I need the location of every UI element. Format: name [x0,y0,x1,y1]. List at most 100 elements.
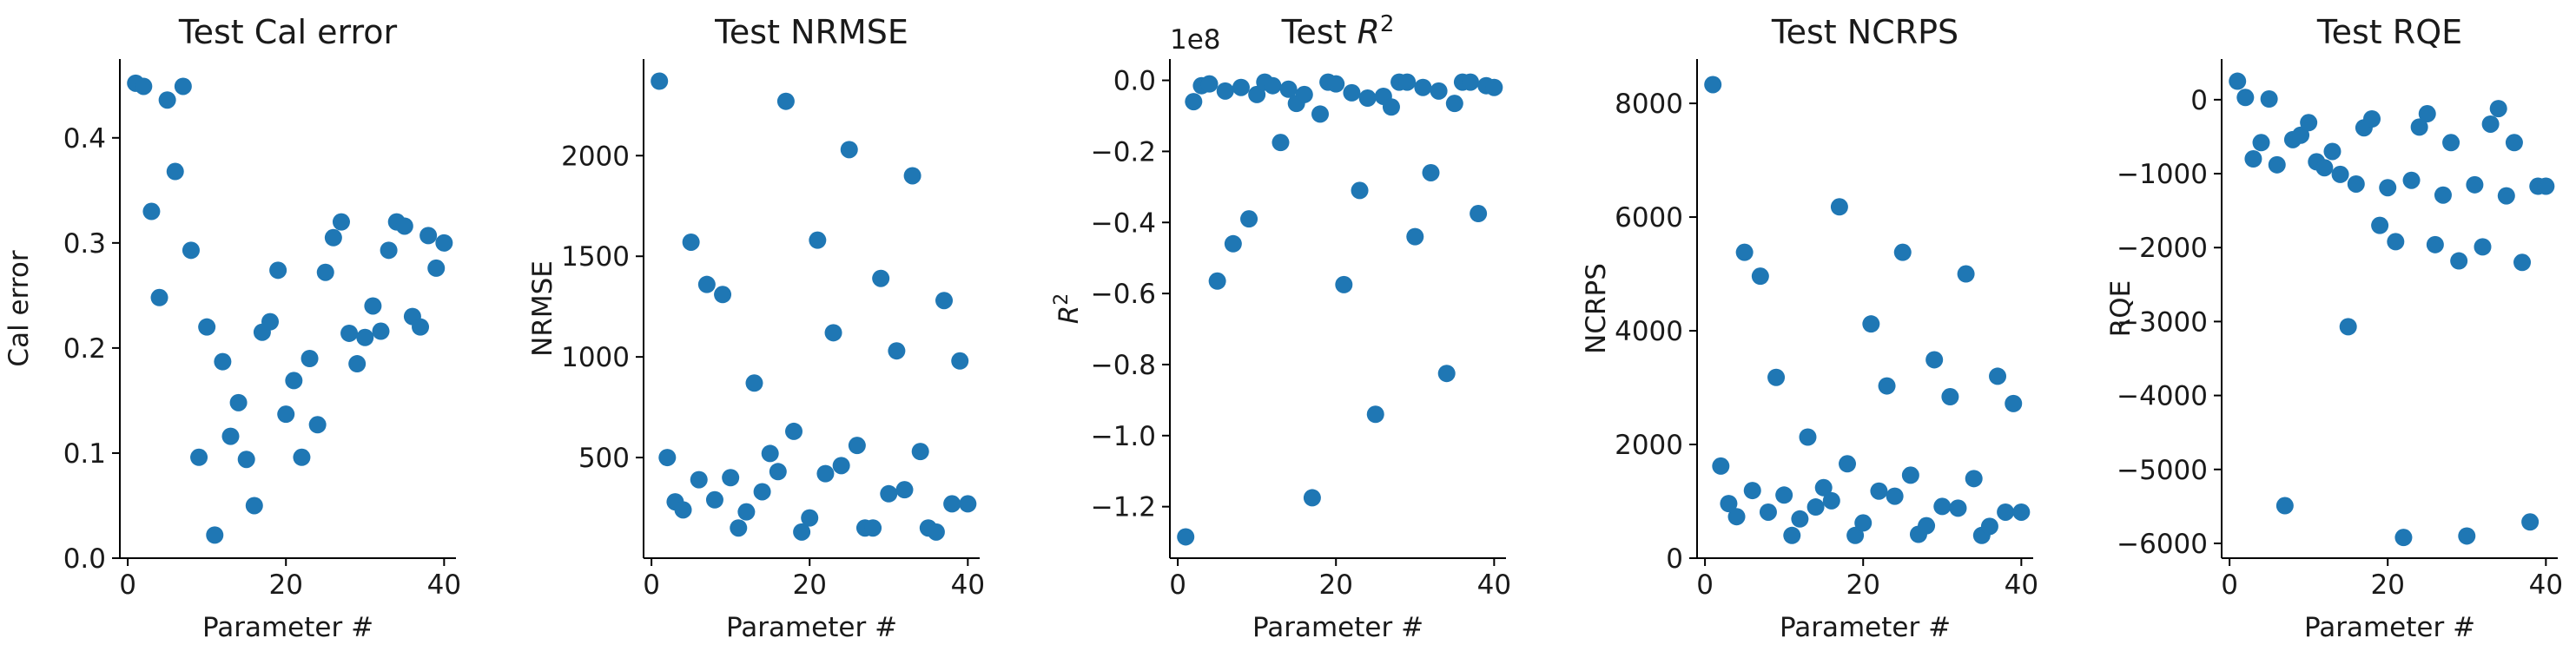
data-point [2236,89,2255,107]
subplot-title: Test NRMSE [714,13,908,51]
data-point [150,288,168,306]
data-point [2229,72,2247,90]
data-point [2268,155,2286,174]
data-point [2418,105,2436,123]
x-tick-label: 20 [268,569,302,601]
data-point [2347,174,2365,193]
data-point [2434,186,2452,204]
x-tick-label: 0 [119,569,136,601]
data-point [364,297,382,315]
y-tick-label: 8000 [1615,89,1683,120]
data-point [301,350,319,367]
data-point [1177,528,1195,546]
data-point [1422,163,1440,181]
x-tick-label: 20 [1318,569,1352,601]
data-point [1839,455,1857,473]
data-point [1311,105,1330,123]
data-point [1901,466,1919,484]
y-tick-label: −4000 [2117,381,2208,412]
y-label-superscript: 2 [1051,293,1073,306]
data-point [1918,517,1936,535]
data-point [221,427,240,445]
title-text: Test [1281,13,1357,51]
y-tick-label: −0.6 [1091,279,1156,310]
data-point [2497,187,2515,205]
x-tick-label: 0 [1169,569,1186,601]
x-axis-label: Parameter # [1252,612,1423,643]
data-point [1933,497,1952,516]
data-point [832,457,850,475]
data-points [1177,73,1503,546]
x-tick-label: 20 [792,569,826,601]
data-point [1208,272,1226,290]
data-point [2474,238,2492,256]
data-point [801,509,819,527]
data-point [348,355,367,373]
data-point [753,483,771,501]
data-point [1414,78,1432,96]
y-tick-label: 0.2 [63,333,106,365]
y-tick-label: −1000 [2117,159,2208,190]
data-point [809,231,827,249]
title-superscript: 2 [1380,11,1395,37]
data-points [1704,76,2031,544]
data-point [895,481,914,499]
x-tick-label: 0 [643,569,660,601]
data-point [1704,76,1722,94]
data-point [690,470,708,489]
y-tick-label: −1.2 [1091,492,1156,523]
data-point [1343,83,1361,102]
y-tick-label: −0.4 [1091,207,1156,239]
y-axis-label: RQE [2105,280,2137,338]
y-axis-label: Cal error [3,250,35,366]
data-point [785,422,803,440]
data-point [1382,98,1400,116]
data-point [1925,351,1944,369]
data-point [2252,134,2270,152]
data-point [824,324,842,342]
data-point [2387,233,2405,251]
data-points [127,74,453,544]
data-point [1232,78,1250,96]
x-tick-label: 40 [2005,569,2038,601]
y-tick-label: 0.0 [1113,66,1156,97]
data-point [198,318,216,336]
data-point [1878,377,1896,395]
y-tick-label: 0 [2190,85,2208,116]
data-point [332,213,350,231]
data-point [316,263,334,281]
data-point [1327,75,1345,93]
y-tick-label: 0.4 [63,123,106,155]
data-points [2229,72,2555,547]
data-point [1997,503,2015,521]
data-point [1224,234,1242,253]
data-point [2402,171,2421,189]
x-tick-label: 40 [1477,569,1511,601]
data-point [229,393,248,411]
data-point [1303,489,1321,507]
data-point [959,495,977,513]
subplot-title: Test Cal error [178,13,398,51]
y-tick-label: −2000 [2117,233,2208,264]
data-point [412,318,430,336]
data-point [1240,210,1258,228]
y-tick-label: −1.0 [1091,421,1156,452]
y-tick-label: −0.8 [1091,350,1156,381]
x-tick-label: 40 [951,569,985,601]
data-point [745,374,763,392]
data-point [880,484,898,503]
data-point [395,217,413,235]
data-point [1886,487,1904,505]
data-point [269,261,287,280]
subplot-title: Test NCRPS [1771,13,1958,51]
data-point [1846,526,1865,544]
x-tick-label: 40 [2529,569,2563,601]
x-tick-label: 20 [1846,569,1879,601]
data-point [324,228,342,247]
data-point [2394,529,2413,547]
data-point [2005,394,2023,412]
x-tick-label: 20 [2370,569,2404,601]
data-point [872,269,890,287]
